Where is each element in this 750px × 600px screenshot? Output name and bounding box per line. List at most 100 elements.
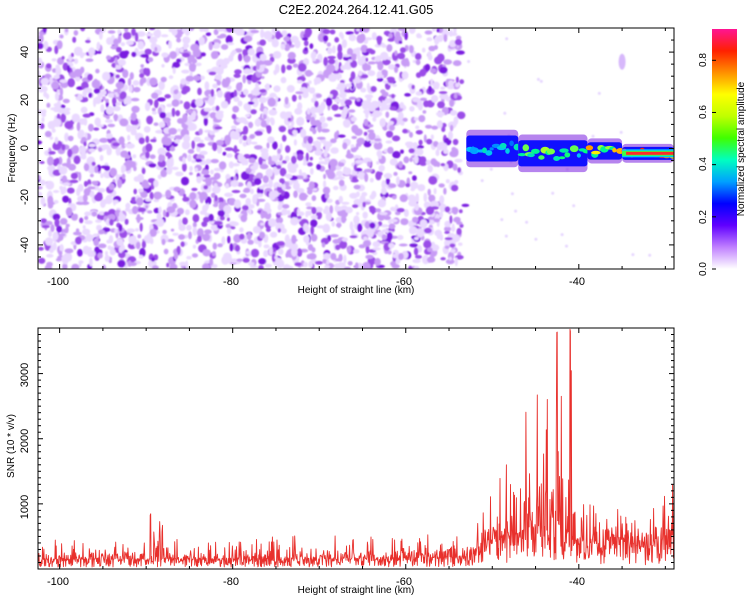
noise-blob	[254, 130, 263, 136]
noise-blob	[80, 28, 86, 32]
noise-blob	[145, 135, 150, 144]
noise-blob	[73, 30, 79, 36]
noise-blob	[456, 228, 462, 235]
noise-blob	[325, 211, 332, 222]
noise-blob	[362, 201, 366, 208]
noise-blob	[423, 240, 432, 249]
noise-blob	[503, 111, 507, 115]
noise-blob	[371, 190, 377, 198]
noise-blob	[309, 43, 314, 49]
noise-blob	[303, 40, 309, 47]
noise-blob	[648, 253, 652, 257]
noise-blob	[430, 68, 437, 74]
noise-blob	[239, 227, 244, 233]
spectrogram-xtick-label: -80	[223, 276, 239, 288]
noise-blob	[242, 88, 249, 96]
noise-blob	[354, 128, 363, 136]
noise-blob	[48, 229, 52, 238]
noise-blob	[171, 99, 180, 107]
noise-blob	[309, 156, 313, 161]
noise-blob	[335, 170, 344, 177]
spectrogram-ytick-label: 40	[19, 46, 31, 58]
noise-blob	[411, 84, 415, 90]
noise-blob	[347, 48, 353, 56]
noise-blob	[109, 219, 114, 226]
noise-blob	[59, 87, 64, 97]
noise-blob	[242, 189, 251, 193]
noise-blob	[303, 136, 308, 144]
noise-blob	[436, 120, 443, 129]
noise-blob	[61, 56, 65, 60]
figure-title: C2E2.2024.264.12.41.G05	[279, 2, 434, 17]
noise-blob	[353, 164, 357, 171]
noise-blob	[360, 74, 369, 79]
noise-blob	[293, 190, 298, 198]
noise-blob	[452, 207, 458, 215]
noise-blob	[222, 151, 227, 156]
noise-blob	[297, 208, 301, 216]
noise-blob	[454, 257, 458, 267]
noise-blob	[327, 55, 336, 60]
noise-blob	[354, 76, 360, 84]
noise-blob	[199, 191, 208, 201]
noise-blob	[343, 266, 351, 269]
noise-blob	[314, 149, 323, 156]
noise-blob	[454, 39, 462, 46]
noise-blob	[77, 93, 82, 100]
noise-blob	[157, 160, 167, 168]
noise-blob	[38, 33, 44, 44]
noise-blob	[83, 118, 88, 126]
noise-blob	[356, 28, 360, 32]
noise-blob	[286, 64, 293, 71]
noise-blob	[534, 237, 538, 241]
noise-blob	[330, 147, 339, 154]
noise-blob	[439, 195, 445, 205]
noise-blob	[44, 237, 54, 246]
noise-blob	[38, 140, 43, 145]
noise-blob	[119, 211, 124, 219]
noise-blob	[226, 42, 235, 46]
noise-blob	[56, 89, 61, 94]
noise-blob	[38, 191, 43, 198]
noise-blob	[183, 101, 191, 110]
noise-blob	[208, 41, 213, 51]
noise-blob	[161, 64, 165, 68]
noise-blob	[118, 136, 125, 145]
noise-blob	[192, 221, 197, 228]
noise-blob	[389, 124, 395, 131]
noise-blob	[149, 191, 154, 200]
noise-blob	[297, 63, 307, 72]
noise-blob	[48, 151, 56, 155]
noise-blob	[269, 117, 275, 123]
noise-blob	[449, 215, 453, 224]
noise-blob	[232, 163, 240, 167]
noise-blob	[141, 77, 147, 84]
noise-blob	[186, 224, 192, 231]
noise-blob	[84, 215, 89, 221]
noise-blob	[122, 69, 129, 78]
noise-blob	[165, 112, 174, 118]
noise-blob	[385, 140, 393, 144]
noise-blob	[93, 127, 100, 131]
noise-blob	[203, 185, 209, 190]
noise-blob	[79, 53, 84, 59]
noise-blob	[234, 199, 242, 209]
noise-blob	[293, 139, 297, 146]
noise-blob	[203, 216, 210, 223]
noise-blob	[383, 173, 393, 179]
noise-blob	[246, 181, 252, 190]
noise-blob	[78, 260, 82, 268]
noise-blob	[157, 174, 162, 180]
noise-blob	[401, 71, 409, 80]
noise-blob	[260, 209, 265, 219]
noise-blob	[105, 106, 114, 115]
noise-blob	[376, 161, 380, 165]
noise-blob	[189, 172, 193, 176]
noise-blob	[248, 261, 255, 266]
noise-blob	[417, 184, 426, 192]
noise-blob	[277, 228, 281, 233]
noise-blob	[168, 127, 178, 135]
noise-blob	[115, 65, 122, 70]
noise-blob	[264, 263, 273, 268]
noise-blob	[285, 145, 291, 153]
